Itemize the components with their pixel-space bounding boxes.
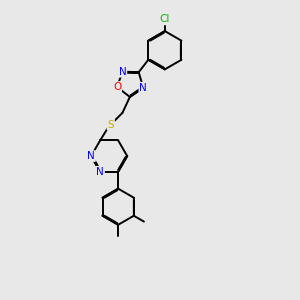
Text: Cl: Cl [160, 14, 170, 24]
Text: N: N [140, 83, 147, 93]
Text: N: N [96, 167, 104, 177]
Text: S: S [107, 119, 114, 130]
Text: O: O [113, 82, 121, 92]
Text: N: N [87, 151, 95, 161]
Text: N: N [118, 67, 126, 77]
